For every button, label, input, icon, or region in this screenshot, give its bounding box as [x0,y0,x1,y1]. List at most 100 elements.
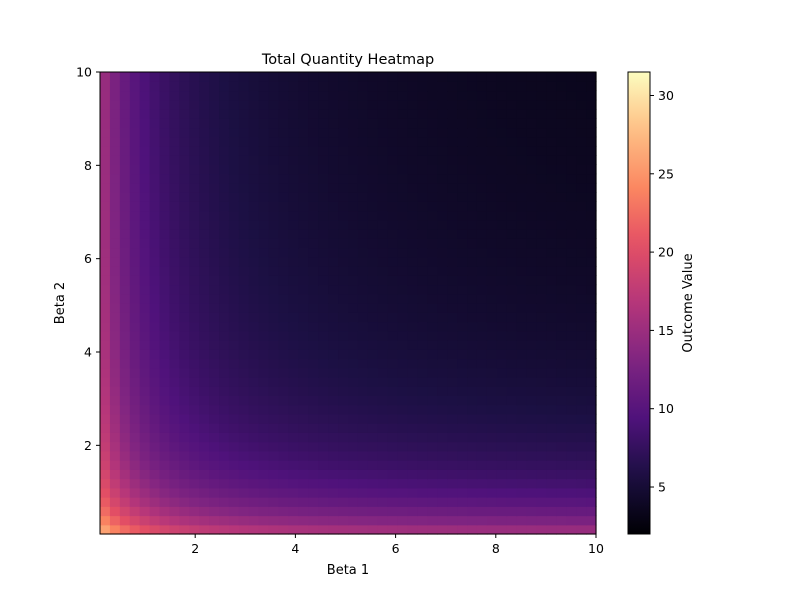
heatmap-cell [496,515,508,526]
heatmap-cell [566,136,577,147]
heatmap-cell [496,404,508,415]
heatmap-cell [199,238,210,249]
heatmap-cell [248,303,260,313]
heatmap-cell [199,136,210,147]
heatmap-cell [536,460,547,470]
heatmap-cell [159,413,171,424]
heatmap-cell [179,367,190,378]
heatmap-cell [397,450,409,461]
heatmap-cell [427,497,438,507]
heatmap-cell [318,201,329,212]
heatmap-cell [546,312,557,323]
heatmap-cell [357,349,369,360]
heatmap-cell [377,201,389,212]
heatmap-cell [139,460,151,470]
heatmap-cell [219,303,230,313]
heatmap-cell [427,404,438,415]
heatmap-cell [407,423,419,433]
heatmap-cell [328,219,339,230]
heatmap-cell [219,81,230,92]
heatmap-cell [258,99,270,110]
heatmap-cell [308,376,319,387]
heatmap-cell [486,441,498,452]
heatmap-cell [100,182,111,193]
heatmap-cell [476,238,488,249]
heatmap-cell [169,460,180,470]
heatmap-cell [536,376,547,387]
heatmap-cell [209,118,220,129]
heatmap-cell [238,256,250,267]
heatmap-cell [367,312,379,323]
heatmap-cell [139,192,151,202]
heatmap-cell [100,367,111,378]
heatmap-cell [556,108,567,119]
heatmap-cell [506,432,518,443]
heatmap-cell [556,99,567,110]
heatmap-cell [248,127,260,138]
heatmap-cell [268,303,280,313]
heatmap-cell [407,330,419,341]
heatmap-cell [298,155,309,165]
heatmap-cell [258,423,270,433]
heatmap-cell [576,349,587,360]
heatmap-cell [546,441,557,452]
heatmap-cell [427,108,438,119]
heatmap-cell [447,210,458,221]
heatmap-cell [169,164,180,175]
heatmap-cell [496,293,508,304]
heatmap-cell [556,136,567,147]
heatmap-cell [189,441,200,452]
heatmap-cell [536,413,547,424]
heatmap-cell [556,506,567,517]
heatmap-cell [258,460,270,470]
heatmap-cell [457,293,468,304]
heatmap-cell [248,497,260,507]
heatmap-cell [308,367,319,378]
heatmap-cell [546,413,557,424]
heatmap-cell [348,524,359,535]
heatmap-cell [338,284,349,295]
heatmap-cell [268,155,280,165]
heatmap-cell [179,293,190,304]
heatmap-cell [298,229,309,239]
heatmap-cell [447,256,458,267]
heatmap-cell [417,81,428,92]
heatmap-cell [149,81,161,92]
heatmap-cell [377,330,389,341]
heatmap-cell [437,238,448,249]
heatmap-cell [467,173,478,184]
heatmap-cell [536,339,547,350]
heatmap-cell [377,312,389,323]
heatmap-cell [546,127,557,138]
heatmap-cell [586,404,597,415]
heatmap-cell [427,229,438,239]
heatmap-cell [367,118,379,129]
heatmap-cell [109,182,121,193]
heatmap-cell [238,173,250,184]
heatmap-cell [457,423,468,433]
heatmap-cell [288,376,299,387]
heatmap-cell [288,99,299,110]
heatmap-cell [476,432,488,443]
heatmap-cell [576,376,587,387]
heatmap-cell [447,247,458,258]
heatmap-cell [427,469,438,480]
heatmap-cell [199,376,210,387]
heatmap-cell [476,515,488,526]
heatmap-cell [298,136,309,147]
heatmap-cell [476,413,488,424]
heatmap-cell [506,90,518,101]
heatmap-cell [308,136,319,147]
heatmap-cell [139,136,151,147]
heatmap-cell [566,275,577,286]
heatmap-cell [219,469,230,480]
heatmap-cell [298,515,309,526]
heatmap-cell [199,266,210,276]
heatmap-cell [516,339,528,350]
heatmap-cell [586,90,597,101]
heatmap-cell [457,506,468,517]
heatmap-cell [437,358,448,369]
heatmap-cell [526,312,538,323]
heatmap-cell [278,432,290,443]
heatmap-cell [506,497,518,507]
